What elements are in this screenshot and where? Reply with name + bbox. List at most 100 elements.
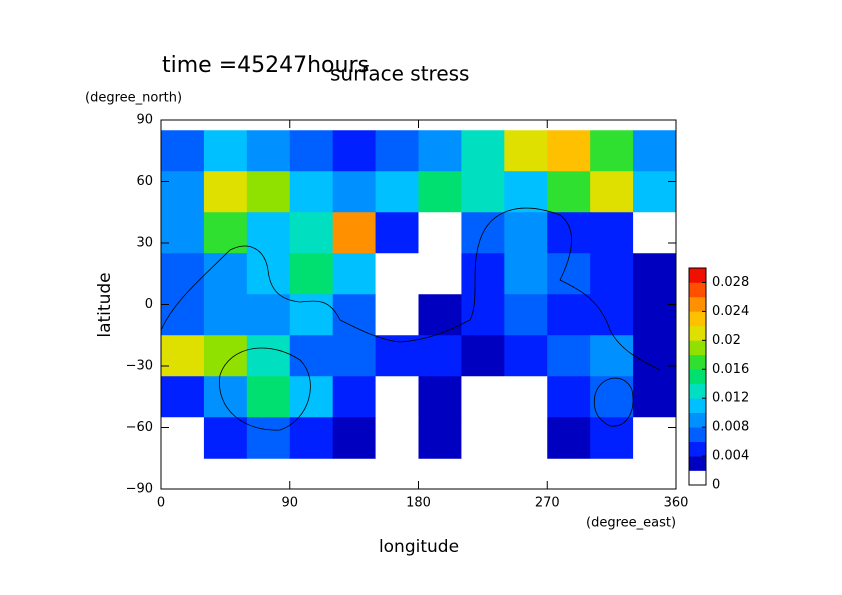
x-tick-label: 360 <box>664 496 689 511</box>
field-cell <box>504 253 548 295</box>
field-cell <box>633 376 677 418</box>
field-cell <box>633 130 677 172</box>
field-cell <box>289 171 334 213</box>
y-tick-label: 90 <box>136 113 153 128</box>
field-cell <box>203 417 248 459</box>
colorbar-segment <box>689 427 706 442</box>
field-cell <box>461 335 505 377</box>
field-cell <box>418 376 462 418</box>
coastline <box>219 347 311 431</box>
field-cell <box>590 130 634 172</box>
x-axis-label: longitude <box>379 537 459 557</box>
y-tick-label: −30 <box>126 359 153 374</box>
y-unit: (degree_north) <box>85 91 182 106</box>
field-cell <box>375 417 419 459</box>
chart-title: time =45247hours <box>162 53 369 78</box>
field-cell <box>332 417 377 459</box>
field-cell <box>547 130 591 172</box>
field-cell <box>332 212 377 254</box>
field-cell <box>375 171 419 213</box>
y-tick-label: −90 <box>126 482 153 497</box>
field-cell <box>203 212 248 254</box>
colorbar-segment <box>689 470 706 486</box>
field-cell <box>418 212 462 254</box>
field-cell <box>203 376 248 418</box>
field-cell <box>590 253 634 295</box>
field-cell <box>547 212 591 254</box>
colorbar-segment <box>689 441 706 457</box>
field-cell <box>161 335 205 377</box>
field-cell <box>203 294 248 336</box>
field-cell <box>633 253 677 295</box>
field-cell <box>547 253 591 295</box>
field-cell <box>547 376 591 418</box>
field-cell <box>203 253 248 295</box>
field-cell <box>418 171 462 213</box>
field-cell <box>633 417 677 459</box>
field-cell <box>590 376 634 418</box>
field-cell <box>547 335 591 377</box>
field-cell <box>203 171 248 213</box>
x-tick-label: 180 <box>406 496 431 511</box>
colorbar-segment <box>689 383 706 399</box>
field-cell <box>203 130 248 172</box>
x-tick-label: 270 <box>535 496 560 511</box>
x-tick-label: 90 <box>281 496 298 511</box>
colorbar-segment <box>689 456 706 471</box>
field-cell <box>332 335 377 377</box>
field-cell <box>289 253 334 295</box>
field-cell <box>461 294 505 336</box>
field-cell <box>246 294 291 336</box>
colorbar-tick-label: 0.008 <box>712 420 749 435</box>
field-cell <box>332 253 377 295</box>
field-cell <box>590 417 634 459</box>
field-cell <box>547 171 591 213</box>
colorbar-tick-label: 0.012 <box>712 391 749 406</box>
field-cell <box>418 417 462 459</box>
field-cell <box>504 294 548 336</box>
field-cell <box>633 212 677 254</box>
contour-field <box>161 130 677 459</box>
colorbar-tick-label: 0.028 <box>712 275 749 290</box>
field-cell <box>590 335 634 377</box>
field-cell <box>161 417 205 459</box>
field-cell <box>332 294 377 336</box>
field-cell <box>246 417 291 459</box>
y-tick-label: 0 <box>145 297 153 312</box>
chart-subtitle: surface stress <box>330 62 469 86</box>
field-cell <box>203 335 248 377</box>
field-cell <box>504 171 548 213</box>
coastline <box>160 207 661 371</box>
field-cell <box>375 130 419 172</box>
field-cell <box>547 417 591 459</box>
field-cell <box>504 212 548 254</box>
field-cell <box>161 212 205 254</box>
field-cell <box>418 335 462 377</box>
field-cell <box>375 335 419 377</box>
x-unit: (degree_east) <box>586 516 676 531</box>
field-cell <box>246 130 291 172</box>
colorbar-tick-label: 0.024 <box>712 304 749 319</box>
field-cell <box>504 376 548 418</box>
field-cell <box>461 171 505 213</box>
colorbar-segment <box>689 325 706 341</box>
colorbar-tick-label: 0.016 <box>712 362 749 377</box>
field-cell <box>504 335 548 377</box>
field-cell <box>418 130 462 172</box>
colorbar-segment <box>689 340 706 356</box>
field-cell <box>547 294 591 336</box>
field-cell <box>375 212 419 254</box>
field-cell <box>289 417 334 459</box>
y-axis-label: latitude <box>95 272 115 337</box>
field-cell <box>375 294 419 336</box>
coastline <box>593 377 634 427</box>
y-tick-label: 30 <box>136 236 153 251</box>
field-cell <box>246 212 291 254</box>
field-cell <box>289 212 334 254</box>
field-cell <box>633 171 677 213</box>
colorbar-segment <box>689 311 706 327</box>
y-tick-label: −60 <box>126 420 153 435</box>
colorbar-segment <box>689 369 706 385</box>
colorbar-segment <box>689 354 706 370</box>
